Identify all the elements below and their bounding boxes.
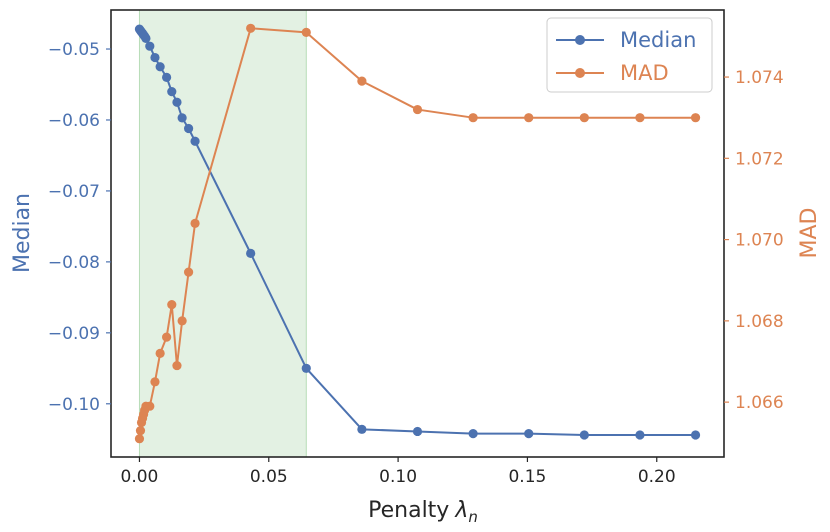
data-point-median xyxy=(357,424,367,434)
data-point-median xyxy=(183,123,194,134)
x-axis-label: Penalty xyxy=(368,498,449,523)
left-tick-label: −0.09 xyxy=(48,324,100,344)
data-point-median xyxy=(524,428,534,439)
data-point-median xyxy=(155,62,165,72)
x-axis-symbol: λ xyxy=(454,498,468,523)
x-tick-label: 0.20 xyxy=(638,467,676,487)
right-tick-label: 1.070 xyxy=(735,231,784,251)
legend-median-label: Median xyxy=(620,28,696,52)
data-point-median xyxy=(162,72,172,82)
x-tick-label: 0.15 xyxy=(508,467,546,487)
data-point-median xyxy=(690,430,701,440)
data-point-mad xyxy=(167,300,177,310)
right-tick-label: 1.066 xyxy=(735,393,784,413)
data-point-mad xyxy=(177,316,187,326)
data-point-median xyxy=(301,363,311,373)
data-point-mad xyxy=(162,332,172,342)
x-axis-title: Penalty λn xyxy=(368,498,478,526)
data-point-mad xyxy=(134,434,145,444)
data-point-median xyxy=(145,41,155,51)
data-point-median xyxy=(172,97,182,107)
data-point-median xyxy=(150,52,160,63)
data-point-mad xyxy=(412,104,423,115)
legend-mad-marker xyxy=(575,68,585,78)
data-point-mad xyxy=(690,113,701,123)
legend-median-marker xyxy=(575,35,585,45)
right-axis-ticks: 1.066 1.068 1.070 1.072 1.074 xyxy=(724,68,784,413)
shaded-region xyxy=(138,9,307,458)
data-point-mad xyxy=(246,23,256,33)
right-axis-title: MAD xyxy=(797,208,822,259)
left-tick-label: −0.06 xyxy=(48,111,100,131)
left-tick-label: −0.10 xyxy=(48,395,100,415)
data-point-median xyxy=(246,248,256,258)
x-axis-subscript: n xyxy=(468,508,478,526)
x-tick-label: 0.10 xyxy=(379,467,417,487)
data-point-mad xyxy=(468,113,478,123)
data-point-median xyxy=(167,87,177,97)
series-layer xyxy=(134,23,701,444)
left-tick-label: −0.07 xyxy=(48,182,100,202)
data-point-median xyxy=(579,430,589,440)
data-point-mad xyxy=(172,360,182,371)
x-tick-label: 0.00 xyxy=(121,467,159,487)
data-point-median xyxy=(177,113,187,123)
data-point-mad xyxy=(524,113,534,123)
legend: Median MAD xyxy=(546,17,713,93)
data-point-mad xyxy=(145,401,155,411)
x-tick-label: 0.05 xyxy=(250,467,288,487)
left-axis-ticks: −0.05 −0.06 −0.07 −0.08 −0.09 −0.10 xyxy=(48,40,111,415)
right-tick-label: 1.072 xyxy=(735,149,784,169)
x-axis-ticks: 0.00 0.05 0.10 0.15 0.20 xyxy=(121,457,676,487)
data-point-median xyxy=(412,426,423,437)
data-point-median xyxy=(141,33,151,43)
left-tick-label: −0.08 xyxy=(48,253,100,273)
data-point-median xyxy=(468,428,478,439)
left-tick-label: −0.05 xyxy=(48,40,100,60)
data-point-mad xyxy=(135,425,146,436)
data-point-mad xyxy=(150,377,160,387)
data-point-mad xyxy=(301,27,311,37)
data-point-mad xyxy=(155,348,165,358)
data-point-mad xyxy=(357,76,367,86)
legend-mad-label: MAD xyxy=(620,61,669,85)
data-point-mad xyxy=(635,113,645,123)
data-point-mad xyxy=(579,113,589,123)
right-tick-label: 1.068 xyxy=(735,312,784,332)
data-point-median xyxy=(635,430,645,440)
plot-frame xyxy=(110,9,725,458)
left-axis-title: Median xyxy=(10,193,35,273)
data-point-mad xyxy=(183,267,194,277)
right-tick-label: 1.074 xyxy=(735,68,784,88)
data-point-mad xyxy=(190,218,200,228)
data-point-median xyxy=(190,136,200,146)
